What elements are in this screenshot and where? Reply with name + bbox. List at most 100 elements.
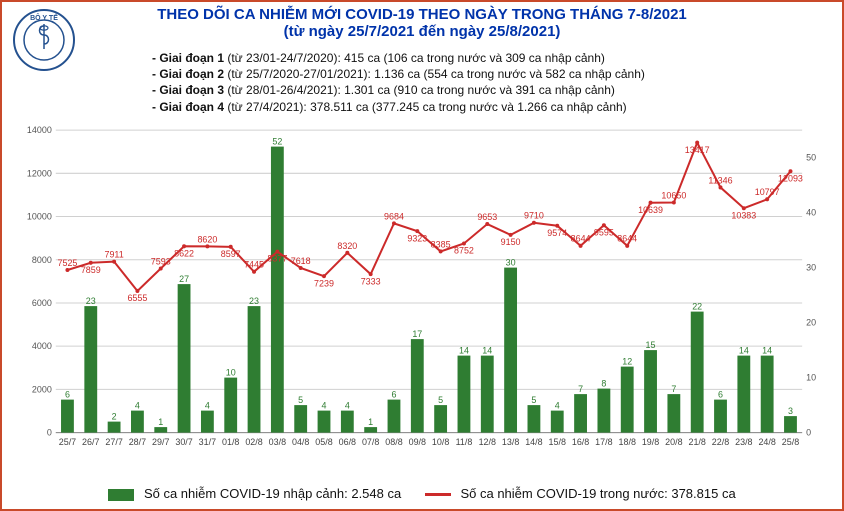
svg-text:5: 5 — [298, 395, 303, 405]
svg-text:25/7: 25/7 — [59, 437, 76, 447]
svg-text:23: 23 — [86, 296, 96, 306]
bar — [318, 411, 331, 433]
svg-text:8597: 8597 — [221, 249, 241, 259]
svg-text:10/8: 10/8 — [432, 437, 449, 447]
svg-text:12: 12 — [622, 356, 632, 366]
bar — [504, 268, 517, 433]
svg-text:27/7: 27/7 — [105, 437, 122, 447]
svg-text:13/8: 13/8 — [502, 437, 519, 447]
svg-text:7525: 7525 — [58, 258, 78, 268]
svg-text:22: 22 — [692, 301, 702, 311]
legend-line-label: Số ca nhiễm COVID-19 trong nước: 378.815… — [460, 486, 735, 501]
svg-text:14: 14 — [739, 345, 749, 355]
svg-text:7593: 7593 — [151, 256, 171, 266]
svg-text:7239: 7239 — [314, 278, 334, 288]
svg-text:04/8: 04/8 — [292, 437, 309, 447]
svg-text:1: 1 — [368, 417, 373, 427]
phase-row: - Giai đoạn 3 (từ 28/01-26/4/2021): 1.30… — [152, 82, 645, 98]
svg-text:20: 20 — [806, 318, 816, 328]
svg-text:2: 2 — [112, 411, 117, 421]
svg-text:8320: 8320 — [337, 241, 357, 251]
bar — [574, 394, 587, 433]
bar — [201, 411, 214, 433]
svg-text:4000: 4000 — [32, 341, 52, 351]
chart-frame: BỘ Y TẾ THEO DÕI CA NHIỄM MỚI COVID-19 T… — [0, 0, 844, 511]
phase-row: - Giai đoạn 4 (từ 27/4/2021): 378.511 ca… — [152, 99, 645, 115]
bar — [294, 405, 307, 433]
bar — [551, 411, 564, 433]
svg-text:29/7: 29/7 — [152, 437, 169, 447]
svg-text:7333: 7333 — [361, 276, 381, 286]
svg-text:7618: 7618 — [291, 256, 311, 266]
svg-text:6000: 6000 — [32, 298, 52, 308]
svg-text:7445: 7445 — [244, 260, 264, 270]
svg-text:6555: 6555 — [127, 293, 147, 303]
svg-text:14/8: 14/8 — [525, 437, 542, 447]
svg-text:10000: 10000 — [27, 211, 52, 221]
svg-text:09/8: 09/8 — [409, 437, 426, 447]
bar — [364, 427, 377, 433]
svg-text:8385: 8385 — [431, 239, 451, 249]
combo-chart: 0200040006000800010000120001400001020304… — [12, 124, 832, 459]
svg-text:23/8: 23/8 — [735, 437, 752, 447]
svg-text:8752: 8752 — [454, 246, 474, 256]
bar — [154, 427, 167, 433]
svg-text:52: 52 — [272, 136, 282, 146]
svg-text:9684: 9684 — [384, 211, 404, 221]
svg-text:8622: 8622 — [174, 248, 194, 258]
bar — [178, 284, 191, 433]
svg-text:23: 23 — [249, 296, 259, 306]
bar — [388, 400, 401, 433]
title-line-1: THEO DÕI CA NHIỄM MỚI COVID-19 THEO NGÀY… — [2, 6, 842, 23]
svg-text:2000: 2000 — [32, 384, 52, 394]
svg-text:28/7: 28/7 — [129, 437, 146, 447]
svg-text:30: 30 — [806, 263, 816, 273]
svg-text:4: 4 — [345, 400, 350, 410]
bar — [621, 367, 634, 433]
svg-text:15: 15 — [646, 340, 656, 350]
svg-text:6: 6 — [718, 389, 723, 399]
svg-text:4: 4 — [322, 400, 327, 410]
bar — [761, 356, 774, 433]
svg-text:18/8: 18/8 — [619, 437, 636, 447]
svg-text:6: 6 — [65, 389, 70, 399]
svg-text:13417: 13417 — [685, 145, 710, 155]
bar — [131, 411, 144, 433]
bar — [248, 306, 261, 433]
svg-text:10650: 10650 — [661, 190, 686, 200]
svg-text:14: 14 — [762, 345, 772, 355]
svg-text:1: 1 — [158, 417, 163, 427]
svg-text:6: 6 — [391, 389, 396, 399]
svg-text:27: 27 — [179, 274, 189, 284]
svg-text:8644: 8644 — [571, 234, 591, 244]
phase-row: - Giai đoạn 2 (từ 25/7/2020-27/01/2021):… — [152, 66, 645, 82]
legend-bar-label: Số ca nhiễm COVID-19 nhập cảnh: 2.548 ca — [144, 486, 401, 501]
svg-text:19/8: 19/8 — [642, 437, 659, 447]
bar — [108, 422, 121, 433]
svg-text:25/8: 25/8 — [782, 437, 799, 447]
svg-text:20/8: 20/8 — [665, 437, 682, 447]
svg-text:4: 4 — [205, 400, 210, 410]
bar — [271, 147, 284, 433]
svg-text:06/8: 06/8 — [339, 437, 356, 447]
svg-text:9323: 9323 — [407, 233, 427, 243]
svg-text:02/8: 02/8 — [245, 437, 262, 447]
svg-text:10797: 10797 — [755, 187, 780, 197]
svg-text:05/8: 05/8 — [315, 437, 332, 447]
svg-text:14: 14 — [482, 345, 492, 355]
svg-text:8620: 8620 — [197, 234, 217, 244]
svg-text:11/8: 11/8 — [456, 437, 473, 447]
svg-text:7911: 7911 — [104, 250, 123, 260]
svg-text:03/8: 03/8 — [269, 437, 286, 447]
bar — [714, 400, 727, 433]
svg-text:17/8: 17/8 — [595, 437, 612, 447]
phase-row: - Giai đoạn 1 (từ 23/01-24/7/2020): 415 … — [152, 50, 645, 66]
svg-text:21/8: 21/8 — [688, 437, 705, 447]
bar — [737, 356, 750, 433]
svg-text:08/8: 08/8 — [385, 437, 402, 447]
bar — [644, 350, 657, 433]
svg-text:10: 10 — [226, 367, 236, 377]
svg-text:9574: 9574 — [547, 228, 567, 238]
bar — [61, 400, 74, 433]
bar — [84, 306, 97, 433]
